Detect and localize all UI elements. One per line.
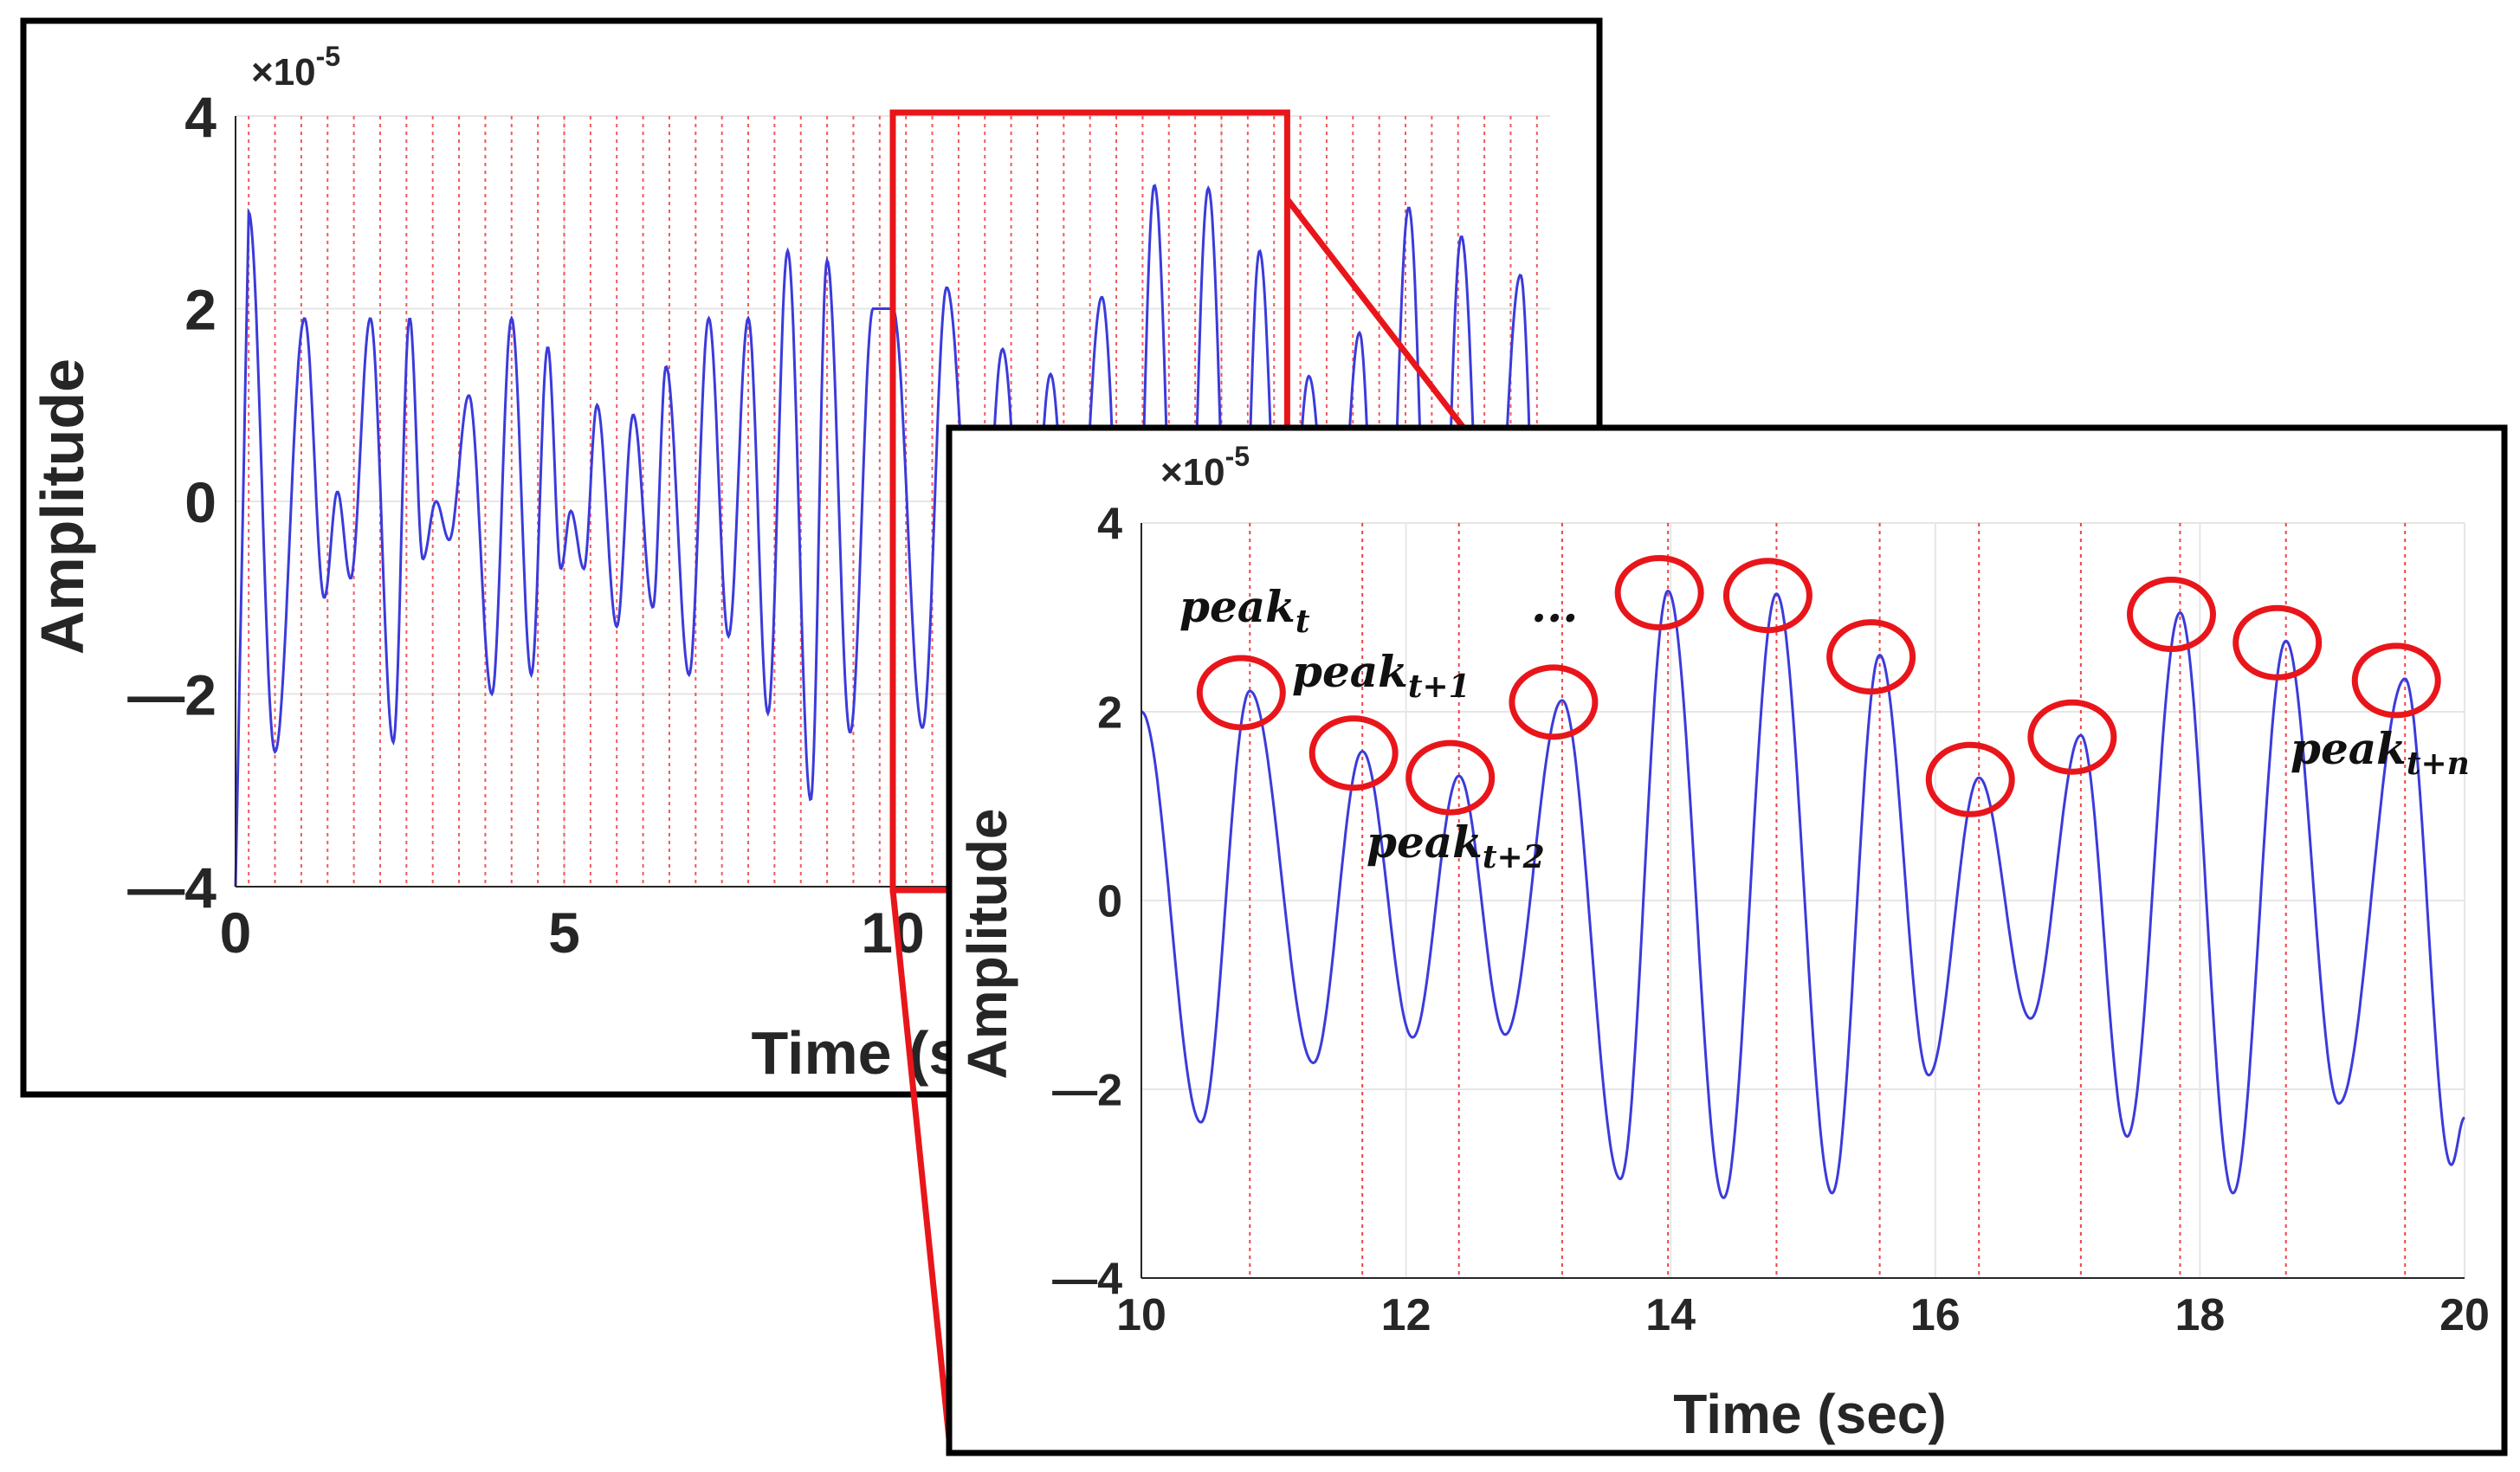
peak-circle-marker [2351, 642, 2441, 719]
zoom-y-axis-label: Amplitude [956, 809, 1018, 1080]
y-tick-label: —4 [127, 855, 216, 920]
peak-circle-marker [1196, 655, 1286, 731]
x-tick-label: 10 [1116, 1290, 1166, 1340]
x-tick-label: 16 [1910, 1290, 1961, 1340]
y-tick-label: 4 [1097, 500, 1122, 550]
y-tick-label: 0 [1097, 877, 1122, 927]
peak-circle-marker [1722, 558, 1812, 634]
zoom-x-axis-label: Time (sec) [1673, 1383, 1946, 1445]
peak-circle-marker [1826, 619, 1916, 695]
peak-circle-marker [1405, 739, 1496, 816]
peak-circle-marker [1509, 664, 1599, 740]
peak-circle-marker [2027, 699, 2117, 775]
y-tick-label: 2 [184, 277, 216, 341]
zoom-connector-top [1284, 197, 1466, 430]
x-tick-label: 5 [548, 901, 580, 965]
zoom-y-tick-labels: 4 2 0 —2 —4 [1052, 500, 1122, 1305]
overview-y-tick-labels: 4 2 0 —2 —4 [127, 85, 216, 920]
y-tick-label: 2 [1097, 688, 1122, 739]
peak-t-plus-1-annotation: peakt+1 [1292, 646, 1470, 705]
peak-circle-marker [2126, 577, 2216, 653]
peak-t-annotation: peakt [1179, 581, 1310, 640]
ellipsis-annotation: ... [1531, 580, 1578, 633]
y-tick-label: 4 [184, 85, 216, 149]
peak-circle-marker [1308, 715, 1399, 791]
zoom-connector-bottom [889, 889, 953, 1440]
y-tick-label: —2 [1052, 1066, 1122, 1116]
peak-circle-marker [1925, 741, 2015, 817]
peak-circle-marker [1614, 554, 1704, 630]
peak-t-plus-2-annotation: peakt+2 [1367, 817, 1545, 875]
y-tick-label: —2 [127, 662, 216, 726]
zoom-signal-line [1140, 589, 2465, 1199]
zoom-x-tick-labels: 10 12 14 16 18 20 [1116, 1290, 2490, 1340]
overview-exponent-label: ×10-5 [251, 41, 340, 94]
y-tick-label: 0 [184, 470, 216, 534]
overview-y-axis-label: Amplitude [29, 358, 96, 655]
zoom-panel: 10 12 14 16 18 20 420—2—4 ×10-5 Time (sec) Am… [946, 424, 2508, 1456]
x-tick-label: 12 [1381, 1290, 1431, 1340]
x-tick-label: 18 [2174, 1290, 2225, 1340]
x-tick-label: 0 [220, 901, 252, 965]
x-tick-label: 20 [2439, 1290, 2490, 1340]
peak-markers [1196, 554, 2441, 817]
peak-t-plus-n-annotation: peakt+n [2291, 723, 2470, 782]
peak-circle-marker [2232, 604, 2323, 681]
x-tick-label: 14 [1645, 1290, 1696, 1340]
zoom-exponent-label: ×10-5 [1160, 441, 1250, 494]
y-tick-label: —4 [1052, 1255, 1122, 1305]
